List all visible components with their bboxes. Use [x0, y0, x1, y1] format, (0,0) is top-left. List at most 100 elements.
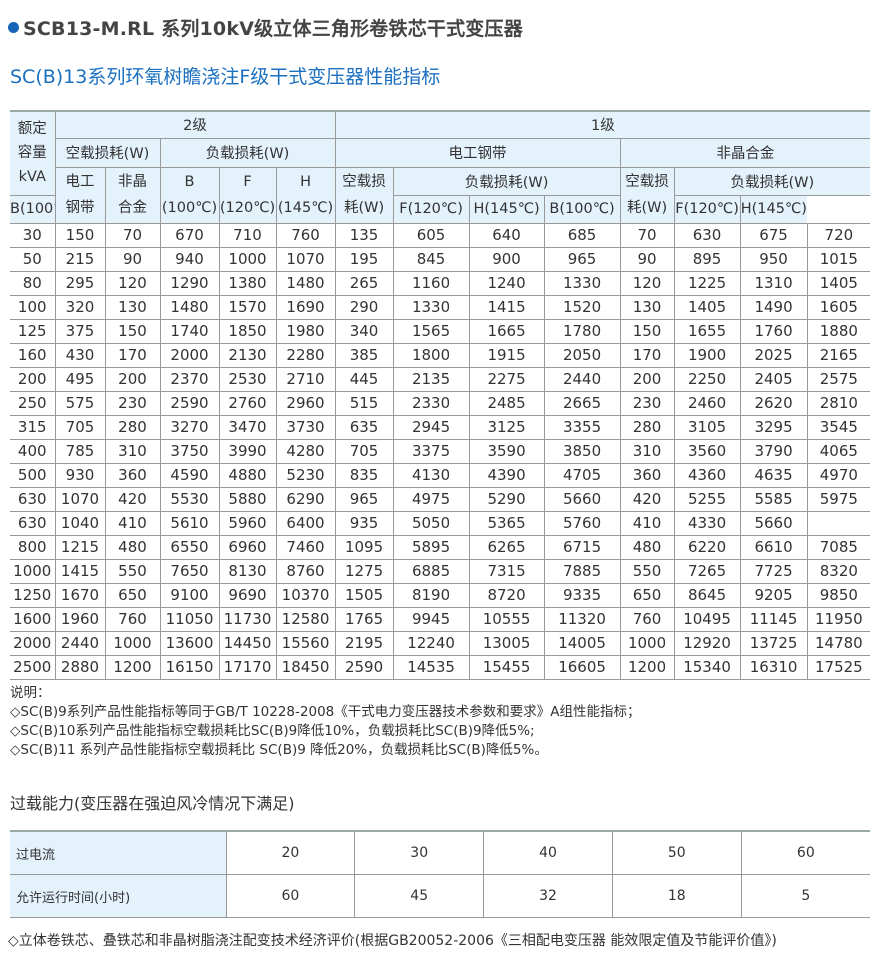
table-row: 500 930 360 4590 4880 5230 835 4130 4390 4705 360 4…	[10, 462, 871, 488]
value-cell: 1310	[739, 270, 808, 296]
value-cell: 1405	[673, 294, 741, 320]
value-cell: 5880	[218, 486, 277, 512]
value-cell: 1015	[806, 246, 871, 272]
value-cell: 1040	[54, 510, 106, 536]
capacity-cell: 160	[10, 342, 56, 368]
capacity-cell: 800	[10, 534, 56, 560]
value-cell: 630	[673, 222, 741, 248]
value-cell: 5660	[739, 510, 808, 536]
value-cell: 9690	[218, 582, 277, 608]
value-cell: 3850	[543, 438, 621, 464]
overload-value-cell: 18	[611, 874, 742, 918]
value-cell: 195	[334, 246, 394, 272]
value-cell: 5975	[806, 486, 871, 512]
value-cell: 17525	[806, 654, 871, 680]
header-text: 合金	[118, 200, 147, 216]
header-steel-load-loss: 负载损耗(W)	[392, 166, 621, 196]
value-cell: 7650	[159, 558, 220, 584]
value-cell: 11950	[806, 606, 871, 632]
value-cell: 6550	[159, 534, 220, 560]
value-cell: 720	[806, 222, 871, 248]
value-cell: 5530	[159, 486, 220, 512]
value-cell: 4635	[739, 462, 808, 488]
value-cell: 5365	[468, 510, 545, 536]
value-cell: 10555	[468, 606, 545, 632]
value-cell: 8720	[468, 582, 545, 608]
overload-value-cell: 40	[483, 830, 613, 875]
header-text: 电工	[65, 174, 95, 190]
capacity-cell: 80	[10, 270, 56, 296]
value-cell: 1605	[806, 294, 871, 320]
section-subtitle: SC(B)13系列环氧树瞻浇注F级干式变压器性能指标	[10, 66, 441, 88]
value-cell: 12240	[392, 630, 470, 656]
overload-value-cell: 32	[483, 874, 613, 918]
value-cell: 1480	[275, 270, 336, 296]
value-cell: 550	[104, 558, 161, 584]
value-cell: 1330	[392, 294, 470, 320]
notes: 说明： ◇SC(B)9系列产品性能指标等同于GB/T 10228-2008《干式…	[10, 684, 640, 760]
value-cell: 6265	[468, 534, 545, 560]
value-cell: 640	[468, 222, 545, 248]
overload-row: 过电流 20 30 40 50 60	[10, 830, 870, 875]
value-cell: 5610	[159, 510, 220, 536]
value-cell: 1275	[334, 558, 394, 584]
value-cell: 4360	[673, 462, 741, 488]
value-cell: 1405	[806, 270, 871, 296]
value-cell: 90	[619, 246, 675, 272]
table-row: 400 785 310 3750 3990 4280 705 3375 3590 3850 310 3…	[10, 438, 871, 464]
value-cell: 9945	[392, 606, 470, 632]
value-cell: 3730	[275, 414, 336, 440]
value-cell: 6885	[392, 558, 470, 584]
value-cell: 930	[54, 462, 106, 488]
header-steel-no-load: 空载损 耗(W)	[334, 166, 394, 224]
value-cell: 11050	[159, 606, 220, 632]
value-cell: 5585	[739, 486, 808, 512]
value-cell: 16150	[159, 654, 220, 680]
note-item: ◇SC(B)9系列产品性能指标等同于GB/T 10228-2008《干式电力变压…	[10, 704, 641, 720]
value-cell: 15340	[673, 654, 741, 680]
value-cell: 1900	[673, 342, 741, 368]
value-cell: 8645	[673, 582, 741, 608]
value-cell: 1415	[54, 558, 106, 584]
header-amorphous-alloy: 非晶 合金	[104, 166, 161, 224]
capacity-cell: 1600	[10, 606, 56, 632]
value-cell: 2460	[673, 390, 741, 416]
header-text: 额定	[17, 121, 47, 138]
value-cell: 230	[619, 390, 675, 416]
value-cell: 6290	[275, 486, 336, 512]
value-cell: 2440	[543, 366, 621, 392]
value-cell: 785	[54, 438, 106, 464]
value-cell: 13725	[739, 630, 808, 656]
value-cell: 3375	[392, 438, 470, 464]
value-cell: 3990	[218, 438, 277, 464]
value-cell: 150	[104, 318, 161, 344]
value-cell: 310	[619, 438, 675, 464]
value-cell: 705	[334, 438, 394, 464]
note-item: ◇SC(B)11 系列产品性能指标空载损耗比 SC(B)9 降低20%，负载损耗…	[10, 742, 548, 758]
table-row: 250 575 230 2590 2760 2960 515 2330 2485 2665 230 2…	[10, 390, 871, 416]
value-cell: 360	[619, 462, 675, 488]
value-cell: 845	[392, 246, 470, 272]
header-grade2: 2级	[54, 110, 336, 139]
capacity-cell: 500	[10, 462, 56, 488]
value-cell: 8130	[218, 558, 277, 584]
value-cell: 445	[334, 366, 394, 392]
value-cell: 675	[739, 222, 808, 248]
bullet-icon	[8, 22, 19, 33]
value-cell: 4065	[806, 438, 871, 464]
value-cell: 4280	[275, 438, 336, 464]
value-cell: 135	[334, 222, 394, 248]
value-cell: 2590	[159, 390, 220, 416]
value-cell: 10370	[275, 582, 336, 608]
value-cell: 9205	[739, 582, 808, 608]
capacity-cell: 250	[10, 390, 56, 416]
value-cell: 16310	[739, 654, 808, 680]
header-steel-b: B(100℃)	[10, 194, 56, 224]
value-cell: 170	[104, 342, 161, 368]
value-cell: 430	[54, 342, 106, 368]
value-cell: 6400	[275, 510, 336, 536]
value-cell: 1960	[54, 606, 106, 632]
table-row: 160 430 170 2000 2130 2280 385 1800 1915 2050 170 1…	[10, 342, 871, 368]
value-cell: 1290	[159, 270, 220, 296]
value-cell: 2000	[159, 342, 220, 368]
